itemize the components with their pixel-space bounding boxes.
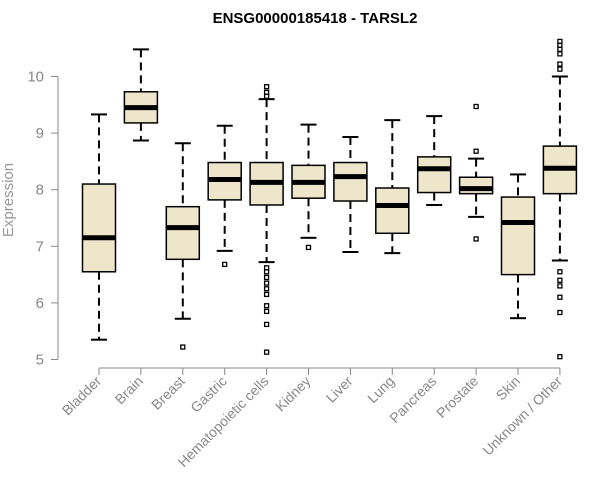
x-tick-label: Skin: [493, 373, 524, 404]
outlier-point: [557, 283, 563, 289]
y-tick-label: 8: [36, 182, 44, 199]
iqr-box: [333, 161, 368, 202]
outlier-point: [263, 286, 270, 292]
x-tick-label: Bladder: [59, 373, 105, 419]
box-unknown-other: [542, 38, 578, 360]
y-tick-label: 9: [36, 125, 44, 142]
x-tick-label: Breast: [148, 373, 188, 413]
box-liver: [333, 136, 368, 253]
iqr-box: [165, 205, 201, 261]
x-tick-label: Prostate: [433, 373, 481, 421]
outlier-point: [557, 294, 563, 300]
outlier-point: [263, 84, 270, 90]
outlier-point: [263, 274, 270, 281]
outlier-point: [263, 321, 270, 328]
outlier-point: [557, 354, 563, 360]
outlier-point: [263, 93, 270, 99]
y-tick-label: 5: [36, 352, 44, 369]
outlier-point: [473, 103, 479, 110]
box-breast: [165, 142, 201, 350]
x-tick-label: Kidney: [272, 373, 314, 415]
outlier-point: [557, 66, 563, 72]
box-hematopoietic-cells: [249, 84, 284, 355]
y-tick-label: 10: [27, 69, 44, 86]
outlier-point: [473, 148, 479, 154]
y-tick-label: 7: [36, 238, 44, 255]
outlier-point: [263, 308, 270, 315]
outlier-point: [263, 303, 270, 309]
box-gastric: [207, 124, 242, 268]
y-axis: 5 6 7 8 9 10: [27, 69, 59, 369]
outlier-point: [557, 277, 563, 283]
box-series: [81, 38, 578, 360]
box-prostate: [458, 103, 494, 242]
outlier-point: [557, 269, 563, 275]
iqr-box: [416, 156, 452, 194]
iqr-box: [81, 183, 117, 273]
x-tick-label: Lung: [364, 373, 397, 406]
box-lung: [375, 119, 410, 255]
outlier-point: [557, 51, 563, 57]
outlier-point: [263, 269, 270, 275]
outlier-point: [557, 309, 563, 316]
outlier-point: [473, 236, 479, 242]
box-kidney: [291, 123, 326, 251]
outlier-point: [305, 244, 312, 251]
box-skin: [500, 173, 536, 320]
outlier-point: [263, 291, 270, 298]
x-tick-label: Pancreas: [386, 373, 439, 426]
chart-title: ENSG00000185418 - TARSL2: [213, 10, 418, 27]
iqr-box: [375, 187, 410, 235]
x-tick-label: Liver: [323, 373, 356, 406]
y-axis-label: Expression: [0, 163, 17, 237]
iqr-box: [458, 176, 494, 195]
box-pancreas: [416, 115, 452, 206]
box-bladder: [81, 113, 117, 341]
x-tick-label: Unknown / Other: [479, 373, 565, 459]
outlier-point: [263, 349, 270, 355]
y-tick-label: 6: [36, 295, 44, 312]
outlier-point: [263, 280, 270, 286]
outlier-point: [557, 46, 563, 52]
outlier-point: [557, 61, 563, 67]
x-tick-label: Brain: [112, 373, 146, 407]
iqr-box: [500, 196, 536, 276]
outlier-point: [222, 261, 228, 268]
box-brain: [123, 48, 159, 142]
outlier-point: [180, 344, 186, 350]
